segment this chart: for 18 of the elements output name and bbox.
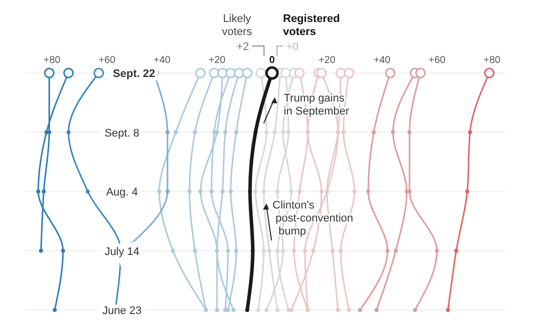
y-tick-label: Aug. 4 <box>106 186 138 198</box>
x-tick-label: +20 <box>318 55 336 66</box>
x-tick-label: 0 <box>269 55 276 66</box>
annotation: +2 <box>236 41 249 53</box>
text: Likely voters <box>222 13 252 38</box>
x-tick-label: +40 <box>154 55 171 66</box>
annotation: Trump gains in September <box>284 92 350 118</box>
y-tick-label: Sept. 8 <box>104 127 140 140</box>
x-tick-label: +60 <box>428 55 446 66</box>
x-tick-label: +60 <box>98 55 116 66</box>
text: Registered voters <box>283 13 340 38</box>
x-tick-label: +40 <box>374 55 391 66</box>
x-tick-label: +20 <box>208 55 226 66</box>
y-tick-label: June 23 <box>102 305 142 317</box>
x-tick-label: +80 <box>484 55 501 66</box>
annotation: +0 <box>286 41 299 53</box>
annotation: Clinton's post-convention bump <box>272 200 354 238</box>
x-tick-label: +80 <box>44 55 61 66</box>
